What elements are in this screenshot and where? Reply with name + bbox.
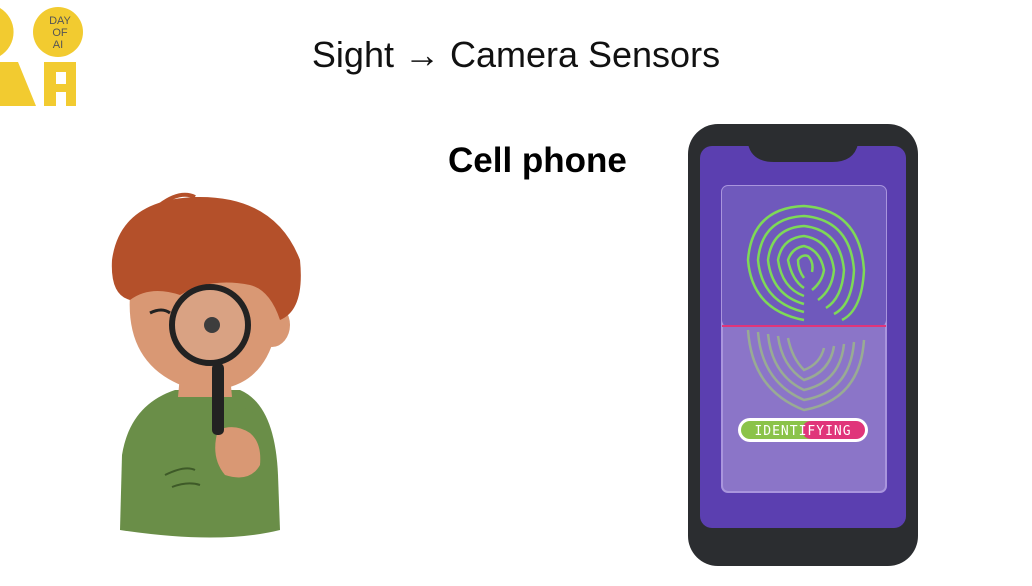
boy-eyebrow [149,308,171,315]
status-pill-green [741,421,817,439]
identifying-status-badge: IDENTIFYING [738,418,868,442]
boy-hair [111,196,301,320]
fingerprint-icon [746,204,866,412]
logo-circle [33,7,83,57]
status-pill-pink [802,421,865,439]
logo-block [44,62,76,106]
boy-hand [215,427,261,478]
magnifier-lens [169,284,251,366]
logo-half-circle [0,8,14,56]
slide-title: Sight → Camera Sensors [0,34,1032,76]
day-of-ai-logo: DAY OF AI [0,7,83,106]
boy-eye [204,317,220,333]
logo-text-ai: AI [53,39,63,51]
status-label: IDENTIFYING [754,424,851,439]
phone-notch [748,144,858,162]
phone-fingerprint-illustration: IDENTIFYING [688,124,918,566]
magnifier-handle [212,363,224,435]
slide-title-text: Sight → Camera Sensors [311,34,721,75]
boy-shirt-wrinkle [164,467,196,476]
logo-text-day: DAY [49,15,71,27]
logo-triangle [0,62,36,106]
boy-with-magnifier-illustration [111,192,301,538]
boy-shirt-wrinkle [171,482,201,488]
boy-face [129,281,275,391]
slide-subtitle: Cell phone [448,141,627,180]
boy-hair-tuft [158,192,196,207]
logo-text-of: OF [52,27,68,39]
